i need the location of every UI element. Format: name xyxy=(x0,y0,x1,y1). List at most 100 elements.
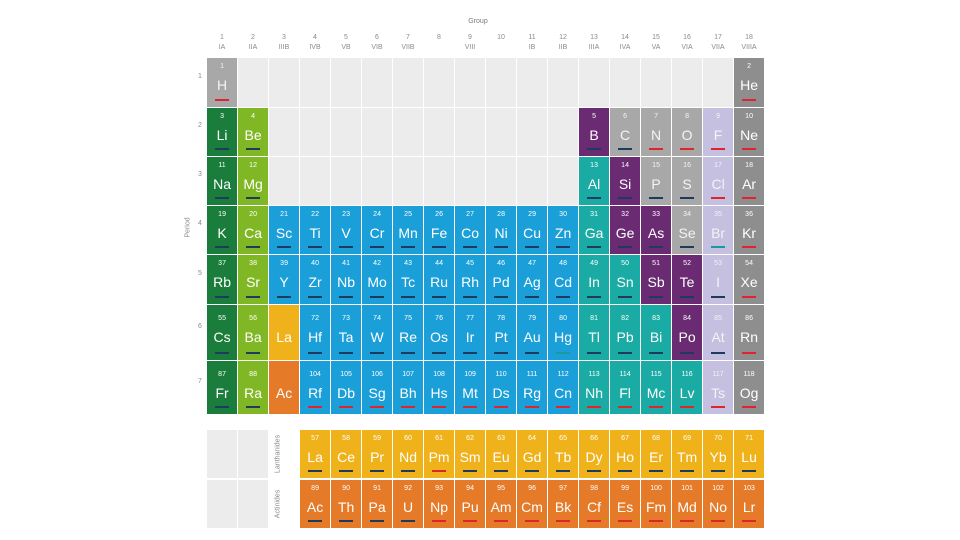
element-nh[interactable]: 113 Nh xyxy=(579,361,610,414)
element-he[interactable]: 2 He xyxy=(734,58,765,107)
element-si[interactable]: 14 Si xyxy=(610,157,641,205)
element-rg[interactable]: 111 Rg xyxy=(517,361,548,414)
element-be[interactable]: 4 Be xyxy=(238,108,269,156)
element-lv[interactable]: 116 Lv xyxy=(672,361,703,414)
element-og[interactable]: 118 Og xyxy=(734,361,765,414)
element-np[interactable]: 93 Np xyxy=(424,480,455,528)
element-fr[interactable]: 87 Fr xyxy=(207,361,238,414)
element-es[interactable]: 99 Es xyxy=(610,480,641,528)
element-pd[interactable]: 46 Pd xyxy=(486,255,517,304)
element-ta[interactable]: 73 Ta xyxy=(331,305,362,360)
element-ga[interactable]: 31 Ga xyxy=(579,206,610,254)
element-pm[interactable]: 61 Pm xyxy=(424,430,455,478)
element-cl[interactable]: 17 Cl xyxy=(703,157,734,205)
element-th[interactable]: 90 Th xyxy=(331,480,362,528)
element-fm[interactable]: 100 Fm xyxy=(641,480,672,528)
element-bi[interactable]: 83 Bi xyxy=(641,305,672,360)
element-ra[interactable]: 88 Ra xyxy=(238,361,269,414)
element-mn[interactable]: 25 Mn xyxy=(393,206,424,254)
element-po[interactable]: 84 Po xyxy=(672,305,703,360)
element-ho[interactable]: 67 Ho xyxy=(610,430,641,478)
element-eu[interactable]: 63 Eu xyxy=(486,430,517,478)
element-am[interactable]: 95 Am xyxy=(486,480,517,528)
element-ts[interactable]: 117 Ts xyxy=(703,361,734,414)
element-br[interactable]: 35 Br xyxy=(703,206,734,254)
element-s[interactable]: 16 S xyxy=(672,157,703,205)
element-sc[interactable]: 21 Sc xyxy=(269,206,300,254)
element-te[interactable]: 52 Te xyxy=(672,255,703,304)
element-ds[interactable]: 110 Ds xyxy=(486,361,517,414)
element-yb[interactable]: 70 Yb xyxy=(703,430,734,478)
element-tc[interactable]: 43 Tc xyxy=(393,255,424,304)
element-sn[interactable]: 50 Sn xyxy=(610,255,641,304)
element-hg[interactable]: 80 Hg xyxy=(548,305,579,360)
element-nd[interactable]: 60 Nd xyxy=(393,430,424,478)
element-cr[interactable]: 24 Cr xyxy=(362,206,393,254)
element-al[interactable]: 13 Al xyxy=(579,157,610,205)
element-ca[interactable]: 20 Ca xyxy=(238,206,269,254)
element-w[interactable]: 74 W xyxy=(362,305,393,360)
element-y[interactable]: 39 Y xyxy=(269,255,300,304)
element-no[interactable]: 102 No xyxy=(703,480,734,528)
element-lu[interactable]: 71 Lu xyxy=(734,430,765,478)
element-mg[interactable]: 12 Mg xyxy=(238,157,269,205)
element-co[interactable]: 27 Co xyxy=(455,206,486,254)
element-pu[interactable]: 94 Pu xyxy=(455,480,486,528)
element-sr[interactable]: 38 Sr xyxy=(238,255,269,304)
element-la[interactable]: La xyxy=(269,305,300,360)
element-k[interactable]: 19 K xyxy=(207,206,238,254)
element-v[interactable]: 23 V xyxy=(331,206,362,254)
element-tl[interactable]: 81 Tl xyxy=(579,305,610,360)
element-hs[interactable]: 108 Hs xyxy=(424,361,455,414)
element-er[interactable]: 68 Er xyxy=(641,430,672,478)
element-fe[interactable]: 26 Fe xyxy=(424,206,455,254)
element-sm[interactable]: 62 Sm xyxy=(455,430,486,478)
element-rf[interactable]: 104 Rf xyxy=(300,361,331,414)
element-ne[interactable]: 10 Ne xyxy=(734,108,765,156)
element-pa[interactable]: 91 Pa xyxy=(362,480,393,528)
element-pb[interactable]: 82 Pb xyxy=(610,305,641,360)
element-mc[interactable]: 115 Mc xyxy=(641,361,672,414)
element-dy[interactable]: 66 Dy xyxy=(579,430,610,478)
element-rh[interactable]: 45 Rh xyxy=(455,255,486,304)
element-bh[interactable]: 107 Bh xyxy=(393,361,424,414)
element-cd[interactable]: 48 Cd xyxy=(548,255,579,304)
element-tb[interactable]: 65 Tb xyxy=(548,430,579,478)
element-hf[interactable]: 72 Hf xyxy=(300,305,331,360)
element-kr[interactable]: 36 Kr xyxy=(734,206,765,254)
element-se[interactable]: 34 Se xyxy=(672,206,703,254)
element-gd[interactable]: 64 Gd xyxy=(517,430,548,478)
element-cs[interactable]: 55 Cs xyxy=(207,305,238,360)
element-rb[interactable]: 37 Rb xyxy=(207,255,238,304)
element-i[interactable]: 53 I xyxy=(703,255,734,304)
element-nb[interactable]: 41 Nb xyxy=(331,255,362,304)
element-os[interactable]: 76 Os xyxy=(424,305,455,360)
element-la[interactable]: 57 La xyxy=(300,430,331,478)
element-md[interactable]: 101 Md xyxy=(672,480,703,528)
element-ac[interactable]: 89 Ac xyxy=(300,480,331,528)
element-p[interactable]: 15 P xyxy=(641,157,672,205)
element-cf[interactable]: 98 Cf xyxy=(579,480,610,528)
element-pt[interactable]: 78 Pt xyxy=(486,305,517,360)
element-ge[interactable]: 32 Ge xyxy=(610,206,641,254)
element-ce[interactable]: 58 Ce xyxy=(331,430,362,478)
element-ac[interactable]: Ac xyxy=(269,361,300,414)
element-fl[interactable]: 114 Fl xyxy=(610,361,641,414)
element-ir[interactable]: 77 Ir xyxy=(455,305,486,360)
element-rn[interactable]: 86 Rn xyxy=(734,305,765,360)
element-cm[interactable]: 96 Cm xyxy=(517,480,548,528)
element-cu[interactable]: 29 Cu xyxy=(517,206,548,254)
element-mt[interactable]: 109 Mt xyxy=(455,361,486,414)
element-zn[interactable]: 30 Zn xyxy=(548,206,579,254)
element-sb[interactable]: 51 Sb xyxy=(641,255,672,304)
element-na[interactable]: 11 Na xyxy=(207,157,238,205)
element-ar[interactable]: 18 Ar xyxy=(734,157,765,205)
element-xe[interactable]: 54 Xe xyxy=(734,255,765,304)
element-cn[interactable]: 112 Cn xyxy=(548,361,579,414)
element-re[interactable]: 75 Re xyxy=(393,305,424,360)
